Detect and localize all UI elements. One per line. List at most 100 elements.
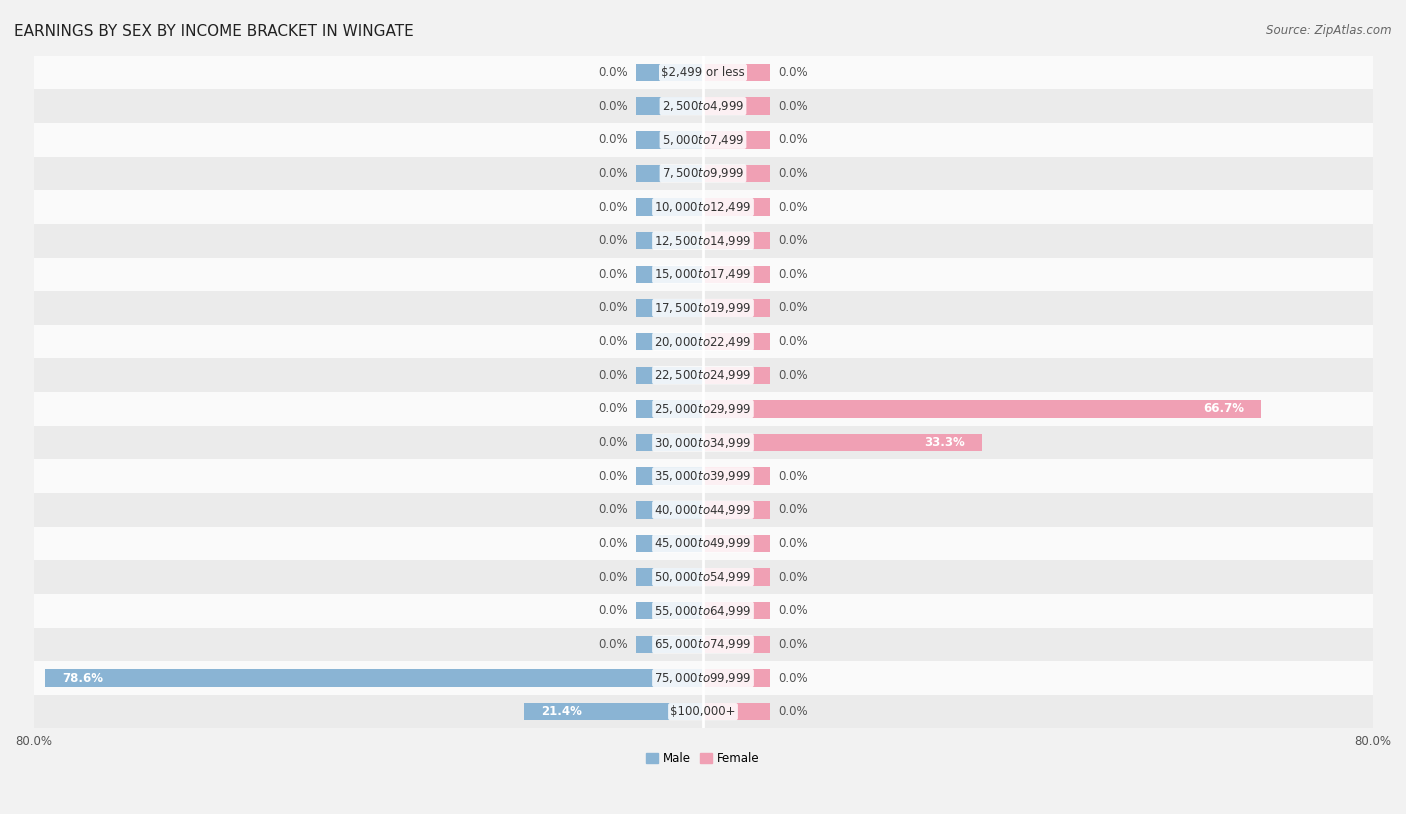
Bar bbox=[34, 426, 1372, 459]
Bar bbox=[34, 224, 1372, 257]
Bar bbox=[703, 63, 770, 81]
Bar bbox=[703, 535, 770, 552]
Bar bbox=[45, 669, 703, 687]
Text: 0.0%: 0.0% bbox=[598, 503, 627, 516]
Bar bbox=[636, 199, 703, 216]
Bar bbox=[636, 535, 703, 552]
Text: 0.0%: 0.0% bbox=[779, 638, 808, 651]
Text: 0.0%: 0.0% bbox=[598, 66, 627, 79]
Bar bbox=[34, 392, 1372, 426]
Bar bbox=[636, 400, 703, 418]
Bar bbox=[34, 325, 1372, 358]
Bar bbox=[34, 695, 1372, 729]
Text: 0.0%: 0.0% bbox=[598, 301, 627, 314]
Bar bbox=[703, 232, 770, 249]
Text: 0.0%: 0.0% bbox=[779, 470, 808, 483]
Text: $75,000 to $99,999: $75,000 to $99,999 bbox=[654, 671, 752, 685]
Text: 0.0%: 0.0% bbox=[598, 335, 627, 348]
Text: 0.0%: 0.0% bbox=[598, 268, 627, 281]
Text: 0.0%: 0.0% bbox=[779, 301, 808, 314]
Text: $25,000 to $29,999: $25,000 to $29,999 bbox=[654, 402, 752, 416]
Text: 0.0%: 0.0% bbox=[779, 503, 808, 516]
Bar bbox=[34, 190, 1372, 224]
Bar bbox=[636, 333, 703, 350]
Bar bbox=[636, 501, 703, 519]
Bar bbox=[636, 300, 703, 317]
Text: $55,000 to $64,999: $55,000 to $64,999 bbox=[654, 604, 752, 618]
Text: $12,500 to $14,999: $12,500 to $14,999 bbox=[654, 234, 752, 247]
Bar bbox=[34, 257, 1372, 291]
Text: $2,500 to $4,999: $2,500 to $4,999 bbox=[662, 99, 744, 113]
Text: 0.0%: 0.0% bbox=[598, 638, 627, 651]
Bar bbox=[703, 199, 770, 216]
Bar bbox=[703, 164, 770, 182]
Text: 0.0%: 0.0% bbox=[779, 537, 808, 550]
Bar bbox=[703, 300, 770, 317]
Bar bbox=[703, 98, 770, 115]
Text: $65,000 to $74,999: $65,000 to $74,999 bbox=[654, 637, 752, 651]
Bar bbox=[636, 63, 703, 81]
Text: $10,000 to $12,499: $10,000 to $12,499 bbox=[654, 200, 752, 214]
Bar bbox=[636, 434, 703, 451]
Text: 0.0%: 0.0% bbox=[598, 133, 627, 147]
Text: 0.0%: 0.0% bbox=[779, 200, 808, 213]
Text: EARNINGS BY SEX BY INCOME BRACKET IN WINGATE: EARNINGS BY SEX BY INCOME BRACKET IN WIN… bbox=[14, 24, 413, 39]
Bar bbox=[703, 366, 770, 384]
Text: 0.0%: 0.0% bbox=[598, 537, 627, 550]
Text: $20,000 to $22,499: $20,000 to $22,499 bbox=[654, 335, 752, 348]
Text: 66.7%: 66.7% bbox=[1204, 402, 1244, 415]
Bar bbox=[34, 560, 1372, 594]
Bar bbox=[34, 291, 1372, 325]
Text: $17,500 to $19,999: $17,500 to $19,999 bbox=[654, 301, 752, 315]
Text: 0.0%: 0.0% bbox=[779, 571, 808, 584]
Bar bbox=[34, 493, 1372, 527]
Bar bbox=[703, 602, 770, 619]
Text: 0.0%: 0.0% bbox=[779, 66, 808, 79]
Text: 0.0%: 0.0% bbox=[598, 99, 627, 112]
Text: 0.0%: 0.0% bbox=[779, 705, 808, 718]
Text: $2,499 or less: $2,499 or less bbox=[661, 66, 745, 79]
Text: $22,500 to $24,999: $22,500 to $24,999 bbox=[654, 368, 752, 383]
Text: $30,000 to $34,999: $30,000 to $34,999 bbox=[654, 435, 752, 449]
Text: $35,000 to $39,999: $35,000 to $39,999 bbox=[654, 469, 752, 484]
Legend: Male, Female: Male, Female bbox=[641, 747, 765, 770]
Text: 0.0%: 0.0% bbox=[598, 234, 627, 247]
Text: $100,000+: $100,000+ bbox=[671, 705, 735, 718]
Text: 33.3%: 33.3% bbox=[924, 436, 965, 449]
Text: 0.0%: 0.0% bbox=[598, 402, 627, 415]
Text: 78.6%: 78.6% bbox=[62, 672, 103, 685]
Bar bbox=[34, 459, 1372, 493]
Text: $7,500 to $9,999: $7,500 to $9,999 bbox=[662, 166, 744, 181]
Bar bbox=[703, 333, 770, 350]
Text: $40,000 to $44,999: $40,000 to $44,999 bbox=[654, 503, 752, 517]
Text: 0.0%: 0.0% bbox=[779, 672, 808, 685]
Bar bbox=[636, 568, 703, 586]
Bar bbox=[34, 123, 1372, 156]
Bar bbox=[703, 501, 770, 519]
Bar bbox=[636, 131, 703, 148]
Text: 0.0%: 0.0% bbox=[598, 167, 627, 180]
Text: 0.0%: 0.0% bbox=[598, 436, 627, 449]
Bar bbox=[703, 400, 1261, 418]
Bar bbox=[703, 265, 770, 283]
Text: 0.0%: 0.0% bbox=[779, 335, 808, 348]
Bar bbox=[636, 636, 703, 653]
Bar bbox=[636, 98, 703, 115]
Bar bbox=[34, 55, 1372, 90]
Bar bbox=[703, 636, 770, 653]
Bar bbox=[34, 661, 1372, 695]
Text: $45,000 to $49,999: $45,000 to $49,999 bbox=[654, 536, 752, 550]
Bar bbox=[703, 131, 770, 148]
Bar bbox=[703, 467, 770, 485]
Bar bbox=[34, 156, 1372, 190]
Text: 0.0%: 0.0% bbox=[779, 369, 808, 382]
Bar bbox=[703, 669, 770, 687]
Bar bbox=[636, 467, 703, 485]
Text: $50,000 to $54,999: $50,000 to $54,999 bbox=[654, 570, 752, 584]
Text: 0.0%: 0.0% bbox=[598, 604, 627, 617]
Bar bbox=[636, 602, 703, 619]
Text: 0.0%: 0.0% bbox=[779, 167, 808, 180]
Bar bbox=[34, 527, 1372, 560]
Bar bbox=[34, 90, 1372, 123]
Text: 0.0%: 0.0% bbox=[779, 268, 808, 281]
